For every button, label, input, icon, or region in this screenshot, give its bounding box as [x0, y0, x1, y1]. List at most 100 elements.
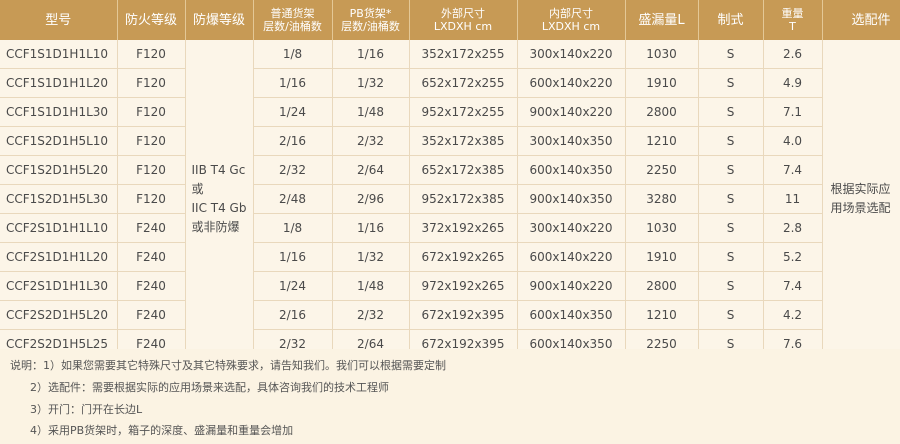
- model-cell: CCF1S2D1H5L10: [0, 126, 118, 156]
- header-outer-size-line2: LXDXH cm: [433, 20, 493, 33]
- explosion-rating-line: 或非防爆: [191, 220, 240, 234]
- inner-size-cell: 600x140x220: [517, 242, 626, 272]
- options-line: 根据实际应: [830, 182, 891, 196]
- table-row: CCF2S2D1H5L20 F240 2/16 2/32 672x192x395 600x…: [0, 300, 900, 330]
- fire-rating-cell: F240: [117, 242, 186, 272]
- header-row: 型号 防火等级 防爆等级 普通货架 层数/油桶数 PB货架* 层数/油桶数 外部…: [0, 0, 900, 40]
- capacity-cell: 2800: [625, 271, 699, 301]
- weight-cell: 2.8: [763, 213, 823, 243]
- table-row: CCF2S1D1H1L10 F240 1/8 1/16 372x192x265 300x1…: [0, 213, 900, 243]
- model-cell: CCF2S2D1H5L20: [0, 300, 118, 330]
- pb-shelf-cell: 1/16: [332, 213, 410, 243]
- header-weight: 重量 T: [763, 0, 823, 40]
- inner-size-cell: 600x140x350: [517, 300, 626, 330]
- normal-shelf-cell: 2/16: [253, 126, 333, 156]
- inner-size-cell: 900x140x220: [517, 97, 626, 127]
- options-cell: 根据实际应用场景选配: [822, 40, 900, 359]
- inner-size-cell: 600x140x220: [517, 68, 626, 98]
- weight-cell: 2.6: [763, 40, 823, 69]
- capacity-cell: 1910: [625, 68, 699, 98]
- standard-cell: S: [698, 97, 764, 127]
- fire-rating-cell: F120: [117, 97, 186, 127]
- explosion-rating-line: 或: [191, 182, 204, 196]
- model-cell: CCF2S1D1H1L30: [0, 271, 118, 301]
- model-cell: CCF2S1D1H1L20: [0, 242, 118, 272]
- header-inner-size-line2: LXDXH cm: [541, 20, 601, 33]
- header-model: 型号: [0, 0, 118, 40]
- standard-cell: S: [698, 242, 764, 272]
- table-row: CCF1S2D1H5L10 F120 2/16 2/32 352x172x385 300x…: [0, 126, 900, 156]
- normal-shelf-cell: 1/8: [253, 213, 333, 243]
- capacity-cell: 2800: [625, 97, 699, 127]
- standard-cell: S: [698, 271, 764, 301]
- standard-cell: S: [698, 155, 764, 185]
- header-pb-shelf-line1: PB货架*: [349, 7, 392, 20]
- fire-rating-cell: F120: [117, 126, 186, 156]
- note-line-3: 3）开门：门开在长边L: [30, 403, 143, 416]
- table-row: CCF1S1D1H1L20 F120 1/16 1/32 652x172x255 600x…: [0, 68, 900, 98]
- normal-shelf-cell: 1/8: [253, 40, 333, 69]
- note-line-1: 说明：1）如果您需要其它特殊尺寸及其它特殊要求，请告知我们。我们可以根据需要定制: [10, 359, 446, 372]
- standard-cell: S: [698, 40, 764, 69]
- note-line-2: 2）选配件：需要根据实际的应用场景来选配，具体咨询我们的技术工程师: [30, 381, 389, 394]
- explosion-rating-line: IIB T4 Gc: [191, 163, 246, 177]
- weight-cell: 4.2: [763, 300, 823, 330]
- header-weight-line2: T: [789, 20, 796, 33]
- pb-shelf-cell: 1/32: [332, 68, 410, 98]
- explosion-rating-line: IIC T4 Gb: [191, 201, 247, 215]
- normal-shelf-cell: 2/48: [253, 184, 333, 214]
- header-pb-shelf-line2: 层数/油桶数: [341, 20, 400, 33]
- header-outer-size: 外部尺寸 LXDXH cm: [409, 0, 518, 40]
- model-cell: CCF1S1D1H1L20: [0, 68, 118, 98]
- outer-size-cell: 672x192x265: [409, 242, 518, 272]
- normal-shelf-cell: 2/16: [253, 300, 333, 330]
- pb-shelf-cell: 2/64: [332, 155, 410, 185]
- standard-cell: S: [698, 126, 764, 156]
- outer-size-cell: 952x172x255: [409, 97, 518, 127]
- capacity-cell: 1210: [625, 126, 699, 156]
- weight-cell: 7.4: [763, 155, 823, 185]
- header-explosion-rating: 防爆等级: [185, 0, 254, 40]
- model-cell: CCF1S1D1H1L10: [0, 40, 118, 69]
- inner-size-cell: 600x140x350: [517, 155, 626, 185]
- pb-shelf-cell: 1/48: [332, 271, 410, 301]
- inner-size-cell: 900x140x350: [517, 184, 626, 214]
- outer-size-cell: 672x192x395: [409, 300, 518, 330]
- normal-shelf-cell: 2/32: [253, 155, 333, 185]
- table-row: CCF2S1D1H1L20 F240 1/16 1/32 672x192x265 600x…: [0, 242, 900, 272]
- note-line-4: 4）采用PB货架时，箱子的深度、盛漏量和重量会增加: [30, 424, 294, 437]
- header-capacity: 盛漏量L: [625, 0, 699, 40]
- pb-shelf-cell: 2/32: [332, 126, 410, 156]
- model-cell: CCF1S2D1H5L30: [0, 184, 118, 214]
- table-row: CCF1S1D1H1L10 F120 IIB T4 Gc 或 IIC T4 Gb 或非防爆…: [0, 40, 900, 359]
- normal-shelf-cell: 1/24: [253, 97, 333, 127]
- outer-size-cell: 652x172x255: [409, 68, 518, 98]
- inner-size-cell: 300x140x220: [517, 213, 626, 243]
- weight-cell: 11: [763, 184, 823, 214]
- table-row: CCF2S1D1H1L30 F240 1/24 1/48 972x192x265 900x…: [0, 271, 900, 301]
- header-pb-shelf: PB货架* 层数/油桶数: [332, 0, 410, 40]
- capacity-cell: 2250: [625, 155, 699, 185]
- explosion-rating-cell: IIB T4 Gc 或 IIC T4 Gb 或非防爆: [185, 40, 254, 359]
- pb-shelf-cell: 1/32: [332, 242, 410, 272]
- options-line: 用场景选配: [830, 201, 891, 215]
- fire-rating-cell: F120: [117, 40, 186, 69]
- capacity-cell: 1030: [625, 213, 699, 243]
- table-row: CCF1S1D1H1L30 F120 1/24 1/48 952x172x255 900x…: [0, 97, 900, 127]
- capacity-cell: 1030: [625, 40, 699, 69]
- inner-size-cell: 300x140x350: [517, 126, 626, 156]
- model-cell: CCF1S1D1H1L30: [0, 97, 118, 127]
- outer-size-cell: 352x172x255: [409, 40, 518, 69]
- header-options: 选配件: [822, 0, 900, 40]
- weight-cell: 4.9: [763, 68, 823, 98]
- outer-size-cell: 652x172x385: [409, 155, 518, 185]
- table-row: CCF1S2D1H5L20 F120 2/32 2/64 652x172x385 600x…: [0, 155, 900, 185]
- header-inner-size: 内部尺寸 LXDXH cm: [517, 0, 626, 40]
- normal-shelf-cell: 1/16: [253, 242, 333, 272]
- header-normal-shelf-line1: 普通货架: [270, 7, 315, 20]
- table-row: CCF1S2D1H5L30 F120 2/48 2/96 952x172x385 900x…: [0, 184, 900, 214]
- model-cell: CCF2S1D1H1L10: [0, 213, 118, 243]
- fire-rating-cell: F240: [117, 213, 186, 243]
- capacity-cell: 1910: [625, 242, 699, 272]
